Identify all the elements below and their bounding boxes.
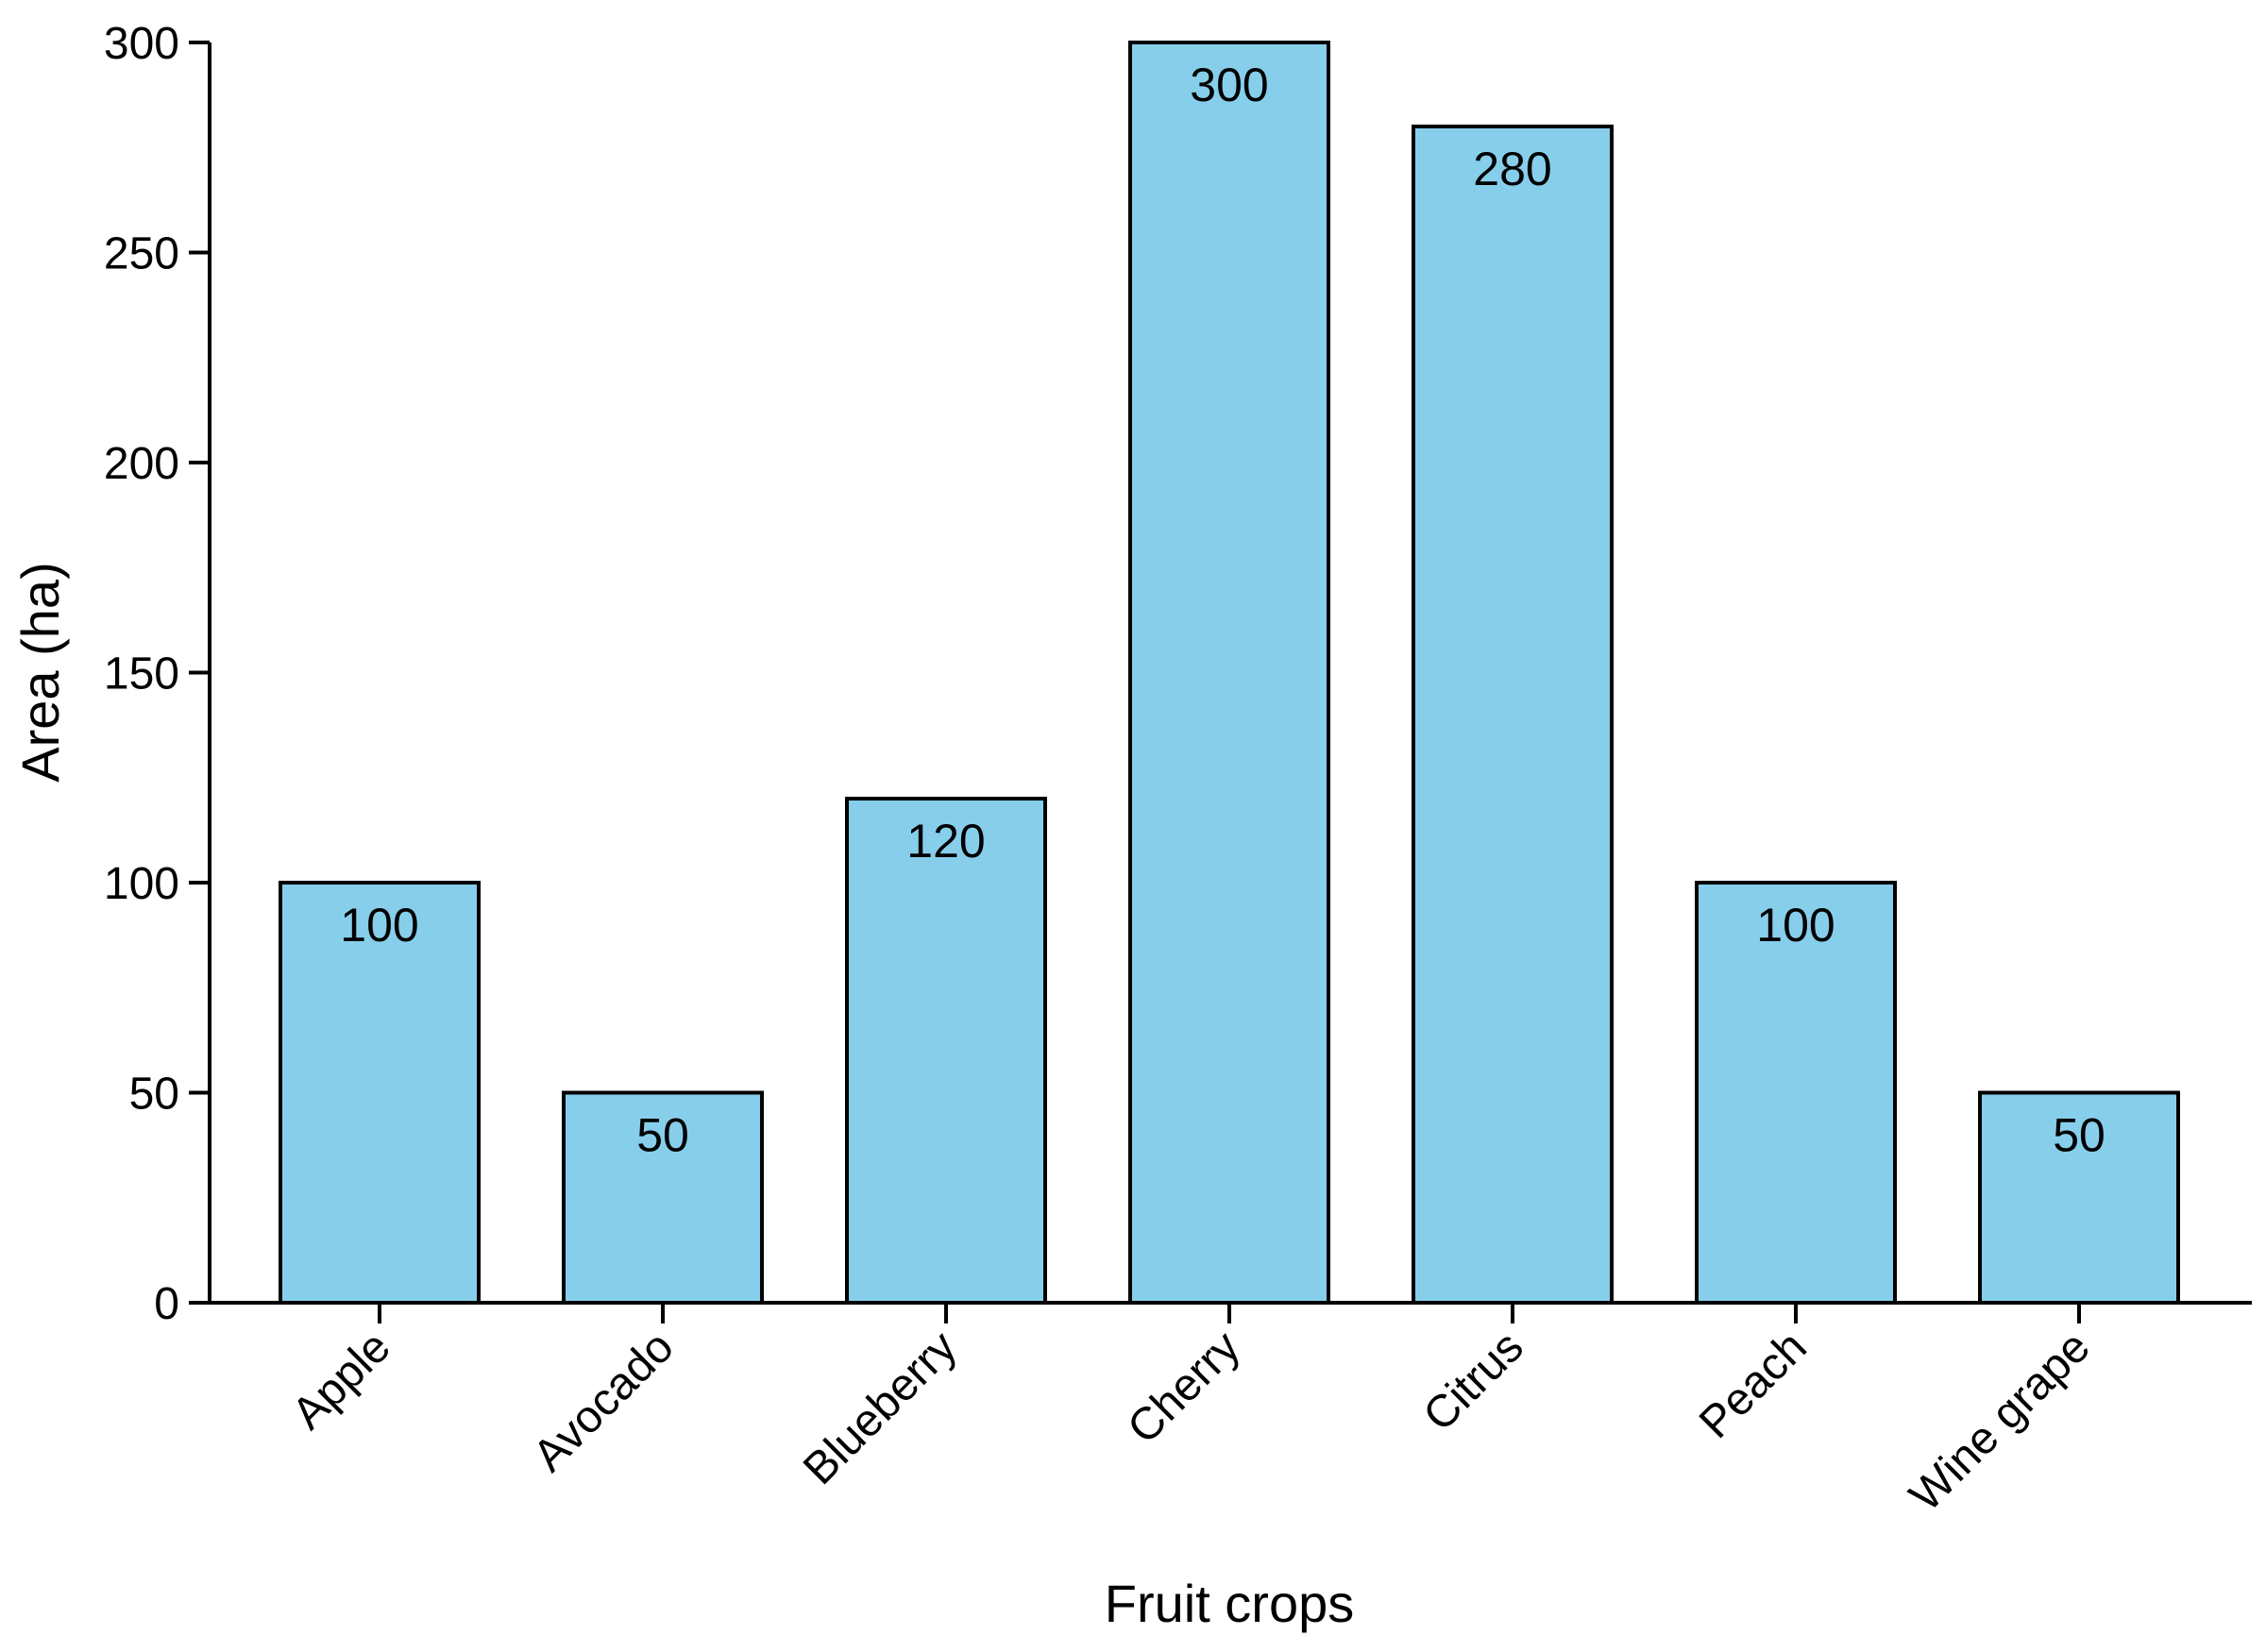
bar-value-label-peach: 100 <box>1756 899 1835 952</box>
bar-value-label-wine-grape: 50 <box>2053 1109 2105 1162</box>
y-tick-label: 100 <box>104 859 179 909</box>
x-tick-label-avocado: Avocado <box>524 1322 684 1481</box>
y-tick-label: 0 <box>154 1279 179 1329</box>
bar-value-label-blueberry: 120 <box>906 815 985 868</box>
bar-value-label-avocado: 50 <box>636 1109 689 1162</box>
bar-avocado <box>562 1090 764 1305</box>
x-axis-title: Fruit crops <box>1105 1574 1355 1633</box>
bar-apple <box>279 881 481 1305</box>
x-tick-label-cherry: Cherry <box>1118 1322 1249 1453</box>
bar-value-label-citrus: 280 <box>1473 143 1551 195</box>
bar-peach <box>1695 881 1897 1305</box>
y-tick-label: 300 <box>104 19 179 69</box>
bar-blueberry <box>845 797 1047 1305</box>
y-tick-label: 50 <box>129 1070 179 1120</box>
bar-cherry <box>1128 41 1330 1305</box>
x-tick-label-citrus: Citrus <box>1414 1322 1533 1441</box>
x-axis-ticks: Apple Avocado Blueberry Cherry Citrus Peach Wi… <box>282 1303 2100 1521</box>
bar-labels-group: 100 50 120 300 280 100 50 <box>340 59 2105 1162</box>
y-axis-ticks: 0 50 100 150 200 250 300 <box>104 19 210 1329</box>
bar-value-label-apple: 100 <box>340 899 418 952</box>
x-tick-label-blueberry: Blueberry <box>794 1322 967 1494</box>
y-tick-label: 150 <box>104 649 179 700</box>
x-tick-label-peach: Peach <box>1690 1322 1817 1448</box>
bar-wine-grape <box>1978 1090 2180 1305</box>
bars-group <box>279 41 2180 1305</box>
y-tick-label: 200 <box>104 439 179 489</box>
y-axis-title: Area (ha) <box>10 562 70 782</box>
bar-value-label-cherry: 300 <box>1190 59 1268 111</box>
y-tick-label: 250 <box>104 229 179 279</box>
x-tick-label-wine-grape: Wine grape <box>1901 1322 2100 1521</box>
bar-citrus <box>1412 125 1614 1305</box>
x-tick-label-apple: Apple <box>282 1322 399 1439</box>
